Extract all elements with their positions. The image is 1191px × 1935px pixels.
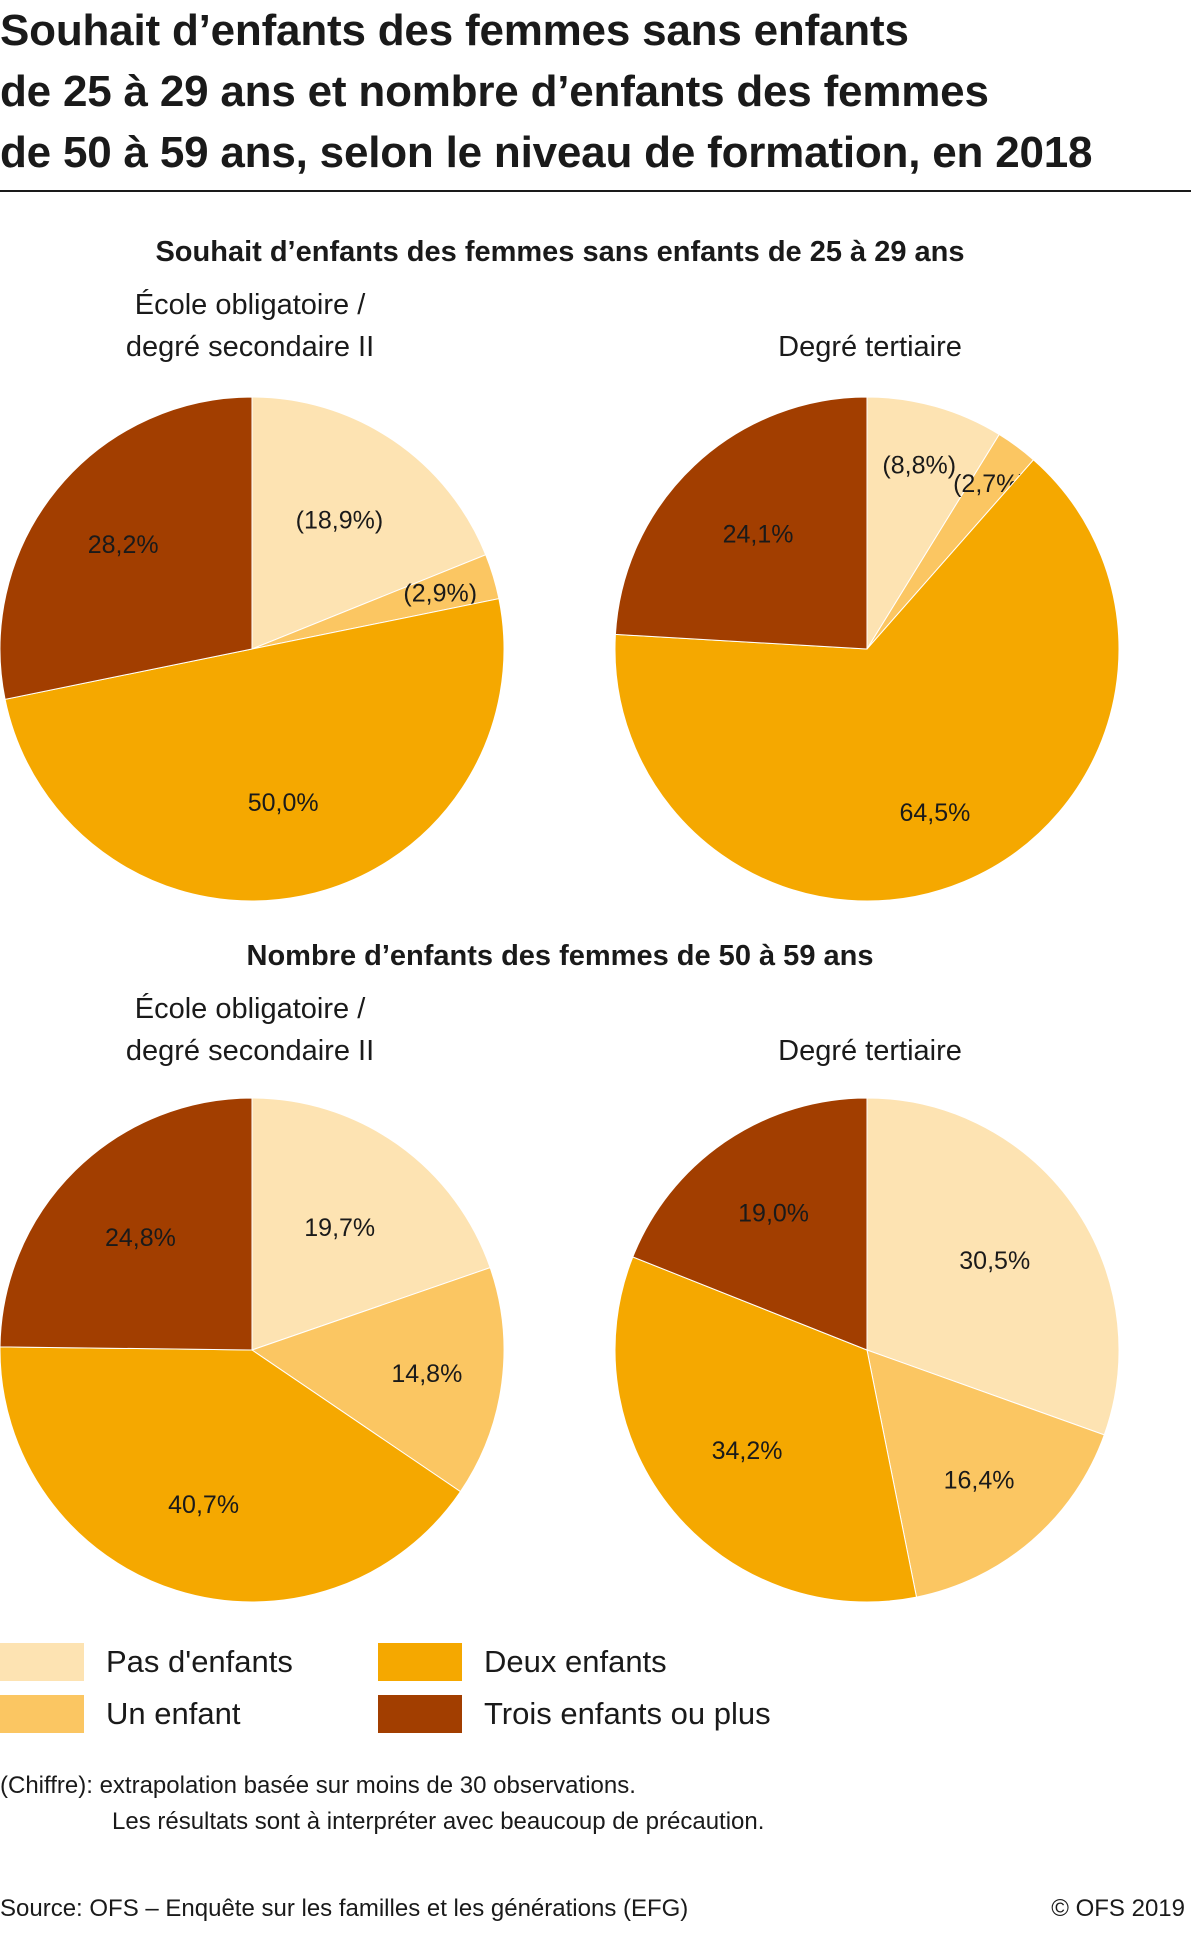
legend-swatch-trois-plus xyxy=(378,1695,462,1733)
pie-chart-souhait-obligatoire: (18,9%) (2,9%) 50,0% 28,2% xyxy=(0,396,505,902)
pie-title-2: Degré tertiaire xyxy=(640,326,1100,368)
pie-title-1: École obligatoire / degré secondaire II xyxy=(20,284,480,368)
pie-slice-pas-enfants xyxy=(866,1097,1120,1436)
pie-label-deux-enfants: 34,2% xyxy=(712,1437,783,1465)
pie-title-4: Degré tertiaire xyxy=(640,1030,1100,1072)
pie-title-1-line-2: degré secondaire II xyxy=(125,331,375,363)
pie-title-3-line-1: École obligatoire / xyxy=(134,993,366,1025)
pie-chart-nombre-tertiaire: 30,5% 16,4% 34,2% 19,0% xyxy=(614,1097,1120,1603)
pie-slice-deux-enfants xyxy=(614,459,1120,902)
title-rule xyxy=(0,190,1191,192)
pie-label-un-enfant: 14,8% xyxy=(391,1360,462,1388)
legend-label-deux-enfants: Deux enfants xyxy=(484,1644,667,1679)
pie-title-1-line-1: École obligatoire / xyxy=(134,289,366,321)
title-line-1: Souhait d’enfants des femmes sans enfant… xyxy=(0,6,909,55)
pie-label-pas-enfants: (8,8%) xyxy=(882,452,956,480)
pie-slice-deux-enfants xyxy=(0,1346,462,1603)
pie-title-3-line-2: degré secondaire II xyxy=(125,1035,375,1067)
pie-slice-pas-enfants xyxy=(251,396,487,650)
pie-label-trois-plus: 28,2% xyxy=(88,531,159,559)
pie-label-pas-enfants: 19,7% xyxy=(304,1214,375,1242)
legend-swatch-un-enfant xyxy=(0,1695,84,1733)
section-title-souhait: Souhait d’enfants des femmes sans enfant… xyxy=(155,236,965,268)
pie-chart-nombre-obligatoire: 19,7% 14,8% 40,7% 24,8% xyxy=(0,1097,505,1603)
legend-swatch-pas-enfants xyxy=(0,1643,84,1681)
section-title-nombre: Nombre d’enfants des femmes de 50 à 59 a… xyxy=(246,940,874,972)
pie-label-deux-enfants: 50,0% xyxy=(248,789,319,817)
pie-slice-deux-enfants xyxy=(614,1256,918,1603)
pie-slice-pas-enfants xyxy=(866,396,1000,651)
pie-title-4-line-1: Degré tertiaire xyxy=(778,1035,962,1067)
footnote-line-1: (Chiffre): extrapolation basée sur moins… xyxy=(0,1772,636,1799)
legend-item-deux-enfants: Deux enfants xyxy=(378,1643,667,1681)
pie-slice-pas-enfants xyxy=(251,1097,491,1351)
pie-label-deux-enfants: 64,5% xyxy=(900,799,971,827)
pie-label-pas-enfants: 30,5% xyxy=(959,1247,1030,1275)
pie-slice-trois-plus xyxy=(614,396,868,650)
pie-title-3: École obligatoire / degré secondaire II xyxy=(20,988,480,1072)
legend-item-trois-plus: Trois enfants ou plus xyxy=(378,1695,771,1733)
source-text: Source: OFS – Enquête sur les familles e… xyxy=(0,1895,689,1922)
copyright-text: © OFS 2019 xyxy=(1051,1895,1185,1922)
pie-label-deux-enfants: 40,7% xyxy=(168,1491,239,1519)
legend-label-un-enfant: Un enfant xyxy=(106,1696,241,1731)
pie-slice-trois-plus xyxy=(0,1097,253,1351)
legend-label-trois-plus: Trois enfants ou plus xyxy=(484,1696,771,1731)
pie-slice-un-enfant xyxy=(866,1349,1105,1598)
pie-label-pas-enfants: (18,9%) xyxy=(296,507,384,535)
legend-item-un-enfant: Un enfant xyxy=(0,1695,240,1733)
pie-label-trois-plus: 19,0% xyxy=(738,1199,809,1227)
pie-chart-souhait-tertiaire: (8,8%)(2,7%)64,5%24,1% xyxy=(614,396,1120,902)
footnote-line-2: Les résultats sont à interpréter avec be… xyxy=(112,1808,765,1835)
pie-slice-un-enfant xyxy=(250,1266,505,1493)
pie-label-trois-plus: 24,1% xyxy=(723,521,794,549)
title-line-2: de 25 à 29 ans et nombre d’enfants des f… xyxy=(0,67,989,116)
title-line-3: de 50 à 59 ans, selon le niveau de forma… xyxy=(0,128,1093,177)
pie-label-trois-plus: 24,8% xyxy=(105,1224,176,1252)
pie-title-2-line-1: Degré tertiaire xyxy=(778,331,962,363)
legend-item-pas-enfants: Pas d'enfants xyxy=(0,1643,293,1681)
pie-label-un-enfant: 16,4% xyxy=(944,1467,1015,1495)
legend-swatch-deux-enfants xyxy=(378,1643,462,1681)
legend-label-pas-enfants: Pas d'enfants xyxy=(106,1644,293,1679)
footnote: (Chiffre): extrapolation basée sur moins… xyxy=(0,1768,764,1840)
pie-slice-trois-plus xyxy=(632,1097,868,1351)
chart-title: Souhait d’enfants des femmes sans enfant… xyxy=(0,0,1191,183)
pie-slice-trois-plus xyxy=(0,396,253,700)
pie-label-un-enfant: (2,9%) xyxy=(403,579,477,607)
